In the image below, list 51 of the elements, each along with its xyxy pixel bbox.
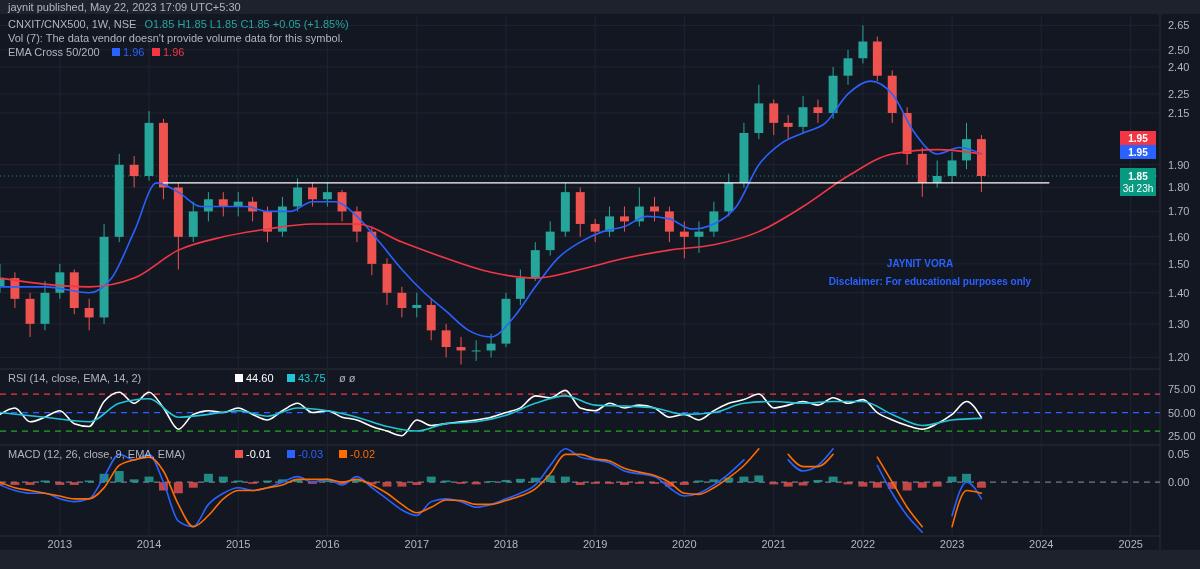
y-tick-label: 2.25 <box>1168 87 1190 100</box>
y-tick-label: 2.40 <box>1168 60 1190 73</box>
x-tick-label: 2014 <box>136 538 162 550</box>
y-tick-label: 1.30 <box>1168 317 1190 330</box>
annotation: 3d 23h <box>1122 182 1154 194</box>
y-tick-label: 0.00 <box>1168 476 1190 489</box>
y-tick-label: 75.00 <box>1168 383 1196 396</box>
x-tick-label: 2013 <box>47 538 73 550</box>
legend-label: -0.03 <box>298 448 324 460</box>
legend-label: -0.02 <box>350 448 376 460</box>
y-tick-label: 25.00 <box>1168 429 1196 442</box>
legend-label: 1.96 <box>123 46 145 58</box>
y-tick-label: 1.90 <box>1168 158 1190 171</box>
legend-label: -0.01 <box>246 448 272 460</box>
legend-label: 43.75 <box>298 372 326 384</box>
x-tick-label: 2019 <box>582 538 608 550</box>
y-tick-label: 0.05 <box>1168 448 1190 461</box>
x-tick-label: 2016 <box>315 538 340 550</box>
y-tick-label: 1.80 <box>1168 181 1190 194</box>
annotation: 1.95 <box>1128 132 1149 144</box>
chart-subtitle: O1.85 H1.85 L1.85 C1.85 +0.05 (+1.85%) <box>144 18 349 30</box>
annotation: Vol (7): The data vendor doesn't provide volume data for this symbol. <box>8 32 344 44</box>
text: jaynit published, May 22, 2023 17:09 UTC+5:30 <box>7 1 241 13</box>
x-tick-label: 2025 <box>1118 538 1143 550</box>
legend-title: EMA Cross 50/200 <box>8 46 100 58</box>
x-tick-label: 2023 <box>939 538 965 550</box>
legend-label: 1.96 <box>163 46 185 58</box>
annotation: ø ø <box>339 372 356 384</box>
annotation: 1.95 <box>1128 146 1149 158</box>
x-tick-label: 2021 <box>761 538 786 550</box>
y-tick-label: 1.50 <box>1168 257 1190 270</box>
y-tick-label: 1.70 <box>1168 205 1190 218</box>
y-tick-label: 2.50 <box>1168 43 1190 56</box>
x-tick-label: 2024 <box>1029 538 1054 550</box>
y-tick-label: 2.65 <box>1168 19 1190 32</box>
x-tick-label: 2017 <box>404 538 430 550</box>
y-tick-label: 1.20 <box>1168 351 1190 364</box>
y-tick-label: 50.00 <box>1168 406 1196 419</box>
x-tick-label: 2022 <box>850 538 876 550</box>
y-tick-label: 1.60 <box>1168 230 1190 243</box>
x-tick-label: 2020 <box>672 538 697 550</box>
y-tick-label: 2.15 <box>1168 107 1190 120</box>
annotation: Disclaimer: For educational purposes only <box>828 275 1032 287</box>
x-tick-label: 2015 <box>225 538 251 550</box>
y-tick-label: 1.40 <box>1168 286 1190 299</box>
annotation: JAYNIT VORA <box>886 257 954 269</box>
chart-title: CNXIT/CNX500, 1W, NSE <box>8 18 137 30</box>
legend-label: 44.60 <box>246 372 274 384</box>
x-tick-label: 2018 <box>493 538 519 550</box>
chart-title: RSI (14, close, EMA, 14, 2) <box>8 372 142 384</box>
ref-line-label: 1.85 <box>1128 170 1149 182</box>
